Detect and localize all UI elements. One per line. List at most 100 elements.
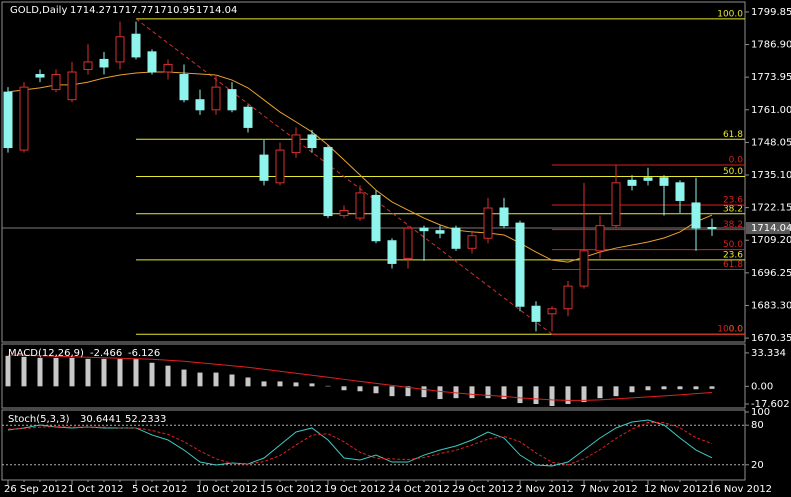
y-tick-label: -17.602	[751, 399, 790, 410]
panel-title: MACD(12,26,9)	[8, 348, 84, 359]
macd-bar	[293, 382, 299, 387]
macd-signal	[8, 354, 713, 401]
candle-body	[227, 89, 237, 111]
candle-body	[387, 240, 397, 264]
macd-bar	[693, 386, 699, 390]
macd-bar	[709, 386, 715, 389]
macd-bar	[85, 358, 91, 387]
fib-label: 61.8	[723, 260, 743, 270]
macd-bar	[357, 386, 363, 392]
x-tick-label: 26 Sep 2012	[4, 484, 67, 495]
candle-body	[83, 61, 93, 70]
macd-bar	[53, 357, 59, 387]
header-value: 1710.95	[154, 5, 195, 16]
macd-bar	[565, 386, 571, 404]
y-tick-label: 100	[751, 407, 770, 418]
macd-bar	[469, 386, 475, 399]
fib-label: 0.0	[729, 325, 744, 335]
x-tick-label: 5 Oct 2012	[132, 484, 187, 495]
y-tick-label: 1709.20	[751, 235, 791, 246]
macd-bar	[613, 386, 619, 397]
x-tick-label: 2 Nov 2012	[516, 484, 574, 495]
candle-body	[483, 207, 493, 239]
trendline	[135, 18, 553, 335]
candle-body	[707, 226, 717, 229]
macd-bar	[277, 381, 283, 387]
macd-bar	[37, 357, 43, 387]
macd-bar	[181, 369, 187, 387]
macd-bar	[661, 386, 667, 390]
macd-bar	[581, 386, 587, 403]
macd-bar	[245, 377, 251, 387]
candle-body	[467, 235, 477, 249]
fib-label: 38.2	[723, 204, 743, 214]
candle-body	[451, 227, 461, 249]
fib-label: 100.0	[717, 9, 743, 19]
candle-body	[67, 71, 77, 101]
moving-average	[7, 71, 713, 263]
y-tick-label: 0.00	[751, 381, 773, 392]
macd-bar	[373, 386, 379, 394]
candle-body	[307, 134, 317, 149]
header-value: -2.466	[90, 348, 122, 359]
y-tick-label: 1735.10	[751, 170, 791, 181]
candle-body	[611, 182, 621, 227]
candle-body	[499, 207, 509, 227]
macd-bar	[197, 372, 203, 387]
candle-body	[99, 58, 109, 68]
macd-bar	[533, 386, 539, 404]
macd-bar	[261, 381, 267, 387]
x-tick-label: 10 Oct 2012	[196, 484, 258, 495]
y-tick-label: 1670.35	[751, 333, 791, 344]
candle-body	[259, 154, 269, 181]
candle-body	[371, 194, 381, 242]
panel-title: GOLD,Daily	[10, 5, 67, 16]
x-tick-label: 7 Nov 2012	[580, 484, 638, 495]
fib-label: 23.6	[723, 250, 743, 260]
y-tick-label: 1722.15	[751, 203, 791, 214]
candle-body	[291, 134, 301, 154]
macd-bar	[629, 386, 635, 393]
macd-bar	[341, 386, 347, 391]
y-tick-label: 1683.30	[751, 300, 791, 311]
candle-body	[35, 74, 45, 78]
macd-bar	[405, 386, 411, 397]
candle-body	[627, 179, 637, 186]
y-tick-label: 20	[751, 460, 764, 471]
y-tick-label: 1761.00	[751, 105, 791, 116]
macd-bar	[517, 386, 523, 404]
panel-title: Stoch(5,3,3)	[8, 414, 70, 425]
fib-label: 100.0	[717, 325, 743, 335]
header-value: 1714.27	[70, 5, 111, 16]
candle-body	[147, 51, 157, 73]
candle-body	[131, 33, 141, 58]
y-tick-label: 1786.90	[751, 40, 791, 51]
macd-bar	[437, 386, 443, 400]
macd-bar	[325, 385, 331, 387]
candle-body	[435, 230, 445, 234]
y-tick-label: 33.334	[751, 348, 786, 359]
macd-bar	[117, 358, 123, 387]
header-value: 52.2333	[125, 414, 166, 425]
macd-bar	[213, 372, 219, 387]
macd-bar	[101, 358, 107, 387]
fib-label: 23.6	[723, 195, 743, 205]
x-tick-label: 19 Oct 2012	[324, 484, 386, 495]
candle-body	[195, 99, 205, 111]
candle-body	[547, 308, 557, 315]
macd-bar	[597, 386, 603, 399]
macd-bar	[549, 386, 555, 406]
candle-body	[675, 182, 685, 201]
macd-bar	[485, 386, 491, 399]
header-value: -6.126	[128, 348, 160, 359]
x-tick-label: 1 Oct 2012	[68, 484, 123, 495]
y-tick-label: 80	[751, 420, 764, 431]
macd-bar	[5, 355, 11, 387]
macd-bar	[501, 386, 507, 400]
y-tick-label: 1799.85	[751, 7, 791, 18]
macd-bar	[21, 356, 27, 387]
candle-body	[163, 63, 173, 73]
macd-panel	[1, 343, 746, 409]
x-tick-label: 29 Oct 2012	[452, 484, 514, 495]
candle-body	[51, 74, 61, 91]
